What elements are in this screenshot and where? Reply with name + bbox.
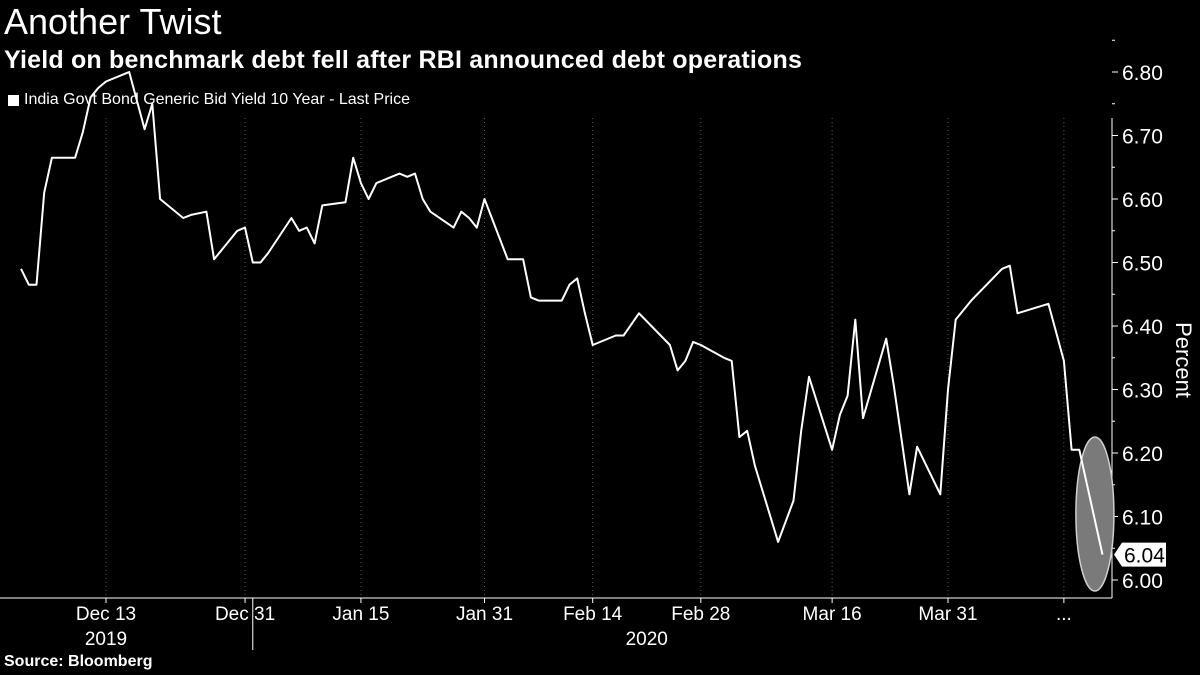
legend: India Govt Bond Generic Bid Yield 10 Yea…	[8, 90, 410, 110]
y-tick-label: 6.50	[1122, 253, 1163, 276]
last-value-group: 6.04	[1114, 542, 1166, 568]
x-year-label: 2020	[626, 629, 668, 650]
x-tick-label: Mar 31	[918, 604, 977, 625]
last-value-label: 6.04	[1124, 545, 1165, 568]
y-tick-label: 6.20	[1122, 443, 1163, 466]
last-value-tag	[1114, 542, 1166, 567]
axes	[0, 118, 1113, 599]
x-tick-label: Feb 28	[671, 604, 730, 625]
y-tick-label: 6.40	[1122, 316, 1163, 339]
x-year-label: 2019	[85, 629, 127, 650]
legend-swatch	[8, 94, 19, 106]
gridlines	[105, 118, 1065, 598]
y-tick-label: 6.60	[1122, 189, 1163, 212]
x-axis-ticks: Dec 13 Dec 31 Jan 15 Jan 31 Feb 14 Feb 28 Mar …	[76, 598, 1072, 650]
y-tick-label: 6.70	[1122, 126, 1163, 149]
x-tick-label: Feb 14	[563, 604, 623, 625]
x-tick-label: Dec 13	[76, 604, 136, 625]
series-line-india-10y-yield	[20, 71, 1104, 555]
x-tick-label: Mar 16	[803, 604, 862, 625]
x-tick-label: Dec 31	[215, 604, 275, 625]
y-tick-label: 6.10	[1122, 507, 1163, 530]
legend-label: India Govt Bond Generic Bid Yield 10 Yea…	[24, 91, 411, 108]
series-group	[20, 71, 1104, 555]
y-axis-label: Percent	[1171, 322, 1196, 398]
x-tick-label: ...	[1056, 604, 1072, 625]
source-note: Source: Bloomberg	[4, 653, 153, 670]
x-tick-label: Jan 31	[456, 604, 513, 625]
y-tick-label: 6.30	[1122, 380, 1163, 403]
chart-title: Another Twist	[4, 1, 222, 42]
x-tick-label: Jan 15	[332, 604, 389, 625]
chart-subtitle: Yield on benchmark debt fell after RBI a…	[4, 46, 803, 74]
y-tick-label: 6.80	[1122, 62, 1163, 85]
y-axis-ticks: 6.00 6.10 6.20 6.30 6.40 6.50 6.60 6.70 6.80	[1112, 39, 1163, 593]
y-tick-label: 6.00	[1122, 570, 1163, 593]
